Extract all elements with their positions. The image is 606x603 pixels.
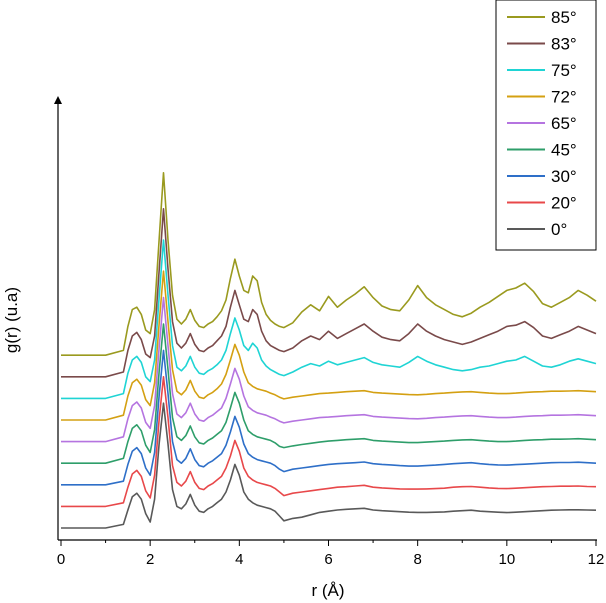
- x-tick-label: 6: [324, 551, 332, 568]
- x-axis-title: r (Å): [311, 581, 344, 600]
- x-tick-label: 0: [57, 551, 65, 568]
- series-line-0-deg: [61, 402, 597, 529]
- legend-label: 30°: [551, 167, 577, 186]
- series-line-30-deg: [61, 349, 597, 486]
- legend-label: 0°: [551, 220, 567, 239]
- legend-label: 85°: [551, 8, 577, 27]
- x-ticks: 0 2 4 6 8 10 12: [57, 540, 605, 568]
- legend-label: 72°: [551, 88, 577, 107]
- x-tick-label: 8: [413, 551, 421, 568]
- series-lines: [61, 172, 597, 529]
- legend: 85° 83° 75° 72° 65° 45° 30° 20° 0°: [495, 0, 597, 251]
- x-tick-label: 10: [498, 551, 515, 568]
- x-tick-label: 2: [146, 551, 154, 568]
- legend-box: [495, 0, 597, 251]
- series-line-83-deg: [61, 208, 597, 378]
- y-axis-arrow-icon: [54, 96, 62, 104]
- legend-label: 65°: [551, 114, 577, 133]
- legend-label: 75°: [551, 61, 577, 80]
- series-line-75-deg: [61, 239, 597, 400]
- series-line-45-deg: [61, 323, 597, 465]
- y-axis-title: g(r) (u.a): [2, 287, 21, 353]
- series-line-65-deg: [61, 296, 597, 443]
- legend-label: 20°: [551, 194, 577, 213]
- x-tick-label: 4: [235, 551, 243, 568]
- series-line-85-deg: [61, 172, 597, 357]
- legend-label: 83°: [551, 35, 577, 54]
- series-line-20-deg: [61, 375, 597, 508]
- x-tick-label: 12: [588, 551, 605, 568]
- legend-label: 45°: [551, 141, 577, 160]
- series-line-72-deg: [61, 270, 597, 421]
